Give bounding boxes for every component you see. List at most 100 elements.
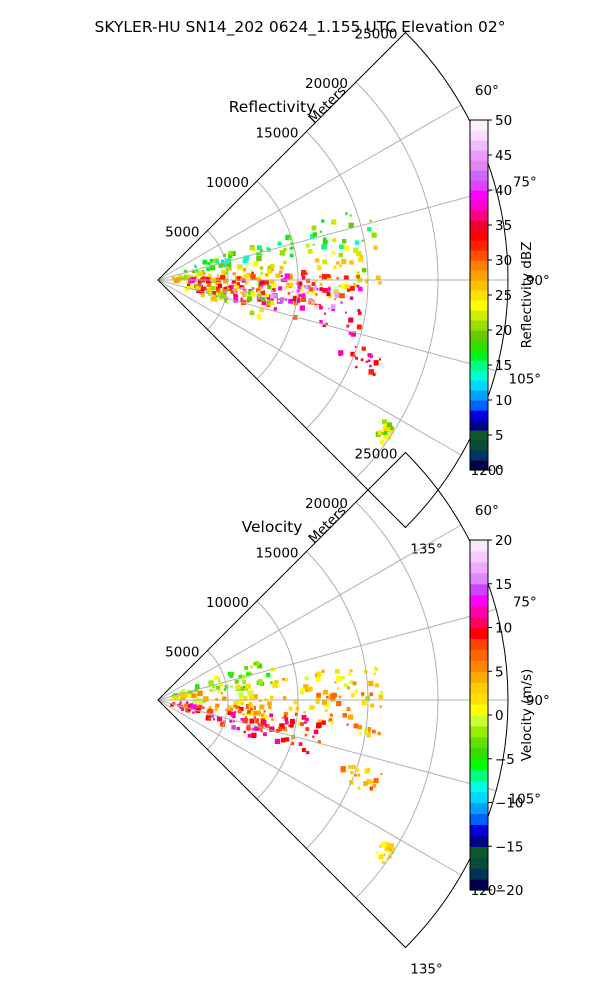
- echo-gate: [266, 300, 271, 305]
- echo-gate: [265, 723, 270, 729]
- echo-gate: [330, 720, 334, 725]
- echo-gate: [391, 848, 396, 852]
- echo-gate: [316, 722, 322, 728]
- azimuth-tick-label: 75°: [513, 595, 537, 611]
- colorbar-tick-label: −20: [495, 883, 524, 899]
- echo-gate: [247, 690, 253, 696]
- echo-gate: [217, 282, 220, 285]
- echo-gate: [378, 854, 383, 859]
- echo-gate: [243, 293, 247, 297]
- echo-gate: [194, 274, 199, 279]
- echo-gate: [349, 260, 354, 265]
- colorbar-tick-label: 25: [495, 288, 512, 304]
- echo-gate: [301, 275, 306, 280]
- echo-gate: [312, 286, 318, 291]
- echo-gate: [180, 696, 183, 699]
- echo-gate: [378, 281, 382, 285]
- echo-gate: [202, 259, 208, 265]
- echo-gate: [230, 251, 236, 257]
- echo-gate: [260, 288, 264, 292]
- echo-gate: [253, 662, 257, 666]
- echo-gate: [350, 351, 356, 357]
- echo-gate: [238, 692, 244, 698]
- echo-gate: [222, 253, 226, 257]
- echo-gate: [282, 696, 287, 700]
- echo-gate: [198, 284, 201, 288]
- echo-gate: [230, 290, 235, 294]
- echo-gate: [233, 720, 236, 723]
- colorbar-segment: [470, 769, 488, 782]
- echo-gate: [220, 275, 226, 281]
- echo-gate: [279, 265, 284, 270]
- echo-gate: [225, 271, 228, 275]
- echo-gate: [230, 671, 235, 676]
- echo-gate: [257, 663, 263, 669]
- echo-gate: [371, 780, 375, 784]
- colorbar-tick-label: 5: [495, 664, 504, 680]
- echo-gate: [230, 685, 233, 689]
- colorbar-segment: [470, 879, 488, 891]
- echo-gate: [311, 282, 316, 286]
- echo-gate: [343, 275, 349, 281]
- colorbar-segment: [470, 583, 488, 596]
- echo-gate: [330, 304, 336, 309]
- colorbar-tick-label: 40: [495, 183, 512, 199]
- echo-gate: [235, 285, 241, 290]
- echo-gate: [240, 297, 243, 300]
- echo-gate: [326, 274, 331, 278]
- echo-gate: [234, 679, 239, 684]
- echo-gate: [304, 719, 308, 724]
- echo-gate: [298, 293, 302, 297]
- azimuth-tick-label: 105°: [509, 791, 542, 807]
- echo-gate: [356, 324, 362, 330]
- echo-gate: [256, 314, 262, 319]
- echo-gate: [307, 686, 313, 692]
- echo-gate: [364, 768, 370, 774]
- echo-gate: [284, 298, 288, 301]
- echo-gate: [291, 295, 297, 301]
- echo-gate: [225, 708, 228, 712]
- echo-gate: [251, 271, 254, 275]
- echo-gate: [280, 274, 283, 278]
- echo-gate: [208, 708, 211, 712]
- echo-gate: [249, 310, 255, 316]
- echo-gate: [272, 682, 278, 689]
- echo-gate: [251, 287, 255, 291]
- echo-gate: [304, 285, 308, 290]
- echo-gate: [290, 246, 294, 250]
- echo-gate: [319, 275, 322, 278]
- echo-gate: [244, 666, 249, 670]
- echo-gate: [301, 748, 306, 752]
- echo-gate: [315, 258, 320, 263]
- echo-gate: [215, 287, 221, 293]
- echo-gate: [271, 718, 274, 721]
- echo-gate: [242, 258, 248, 264]
- range-tick-label: 10000: [206, 175, 249, 191]
- echo-gate: [237, 276, 242, 281]
- echo-gate: [366, 733, 371, 738]
- echo-gate: [215, 260, 220, 264]
- echo-gate: [197, 704, 203, 710]
- echo-gate: [347, 686, 351, 690]
- echo-gate: [339, 244, 344, 249]
- colorbar-segment: [470, 616, 488, 629]
- azimuth-tick-label: 90°: [526, 693, 550, 709]
- azimuth-tick-label: 60°: [475, 503, 499, 519]
- echo-gate: [358, 286, 363, 292]
- echo-gate: [222, 263, 227, 268]
- echo-gate: [283, 260, 287, 265]
- colorbar-segment: [470, 140, 488, 151]
- colorbar-segment: [470, 758, 488, 771]
- echo-field: [171, 212, 394, 445]
- echo-gate: [360, 254, 363, 258]
- echo-gate: [305, 243, 310, 248]
- echo-gate: [243, 267, 247, 271]
- echo-gate: [342, 713, 348, 718]
- echo-gate: [246, 672, 250, 677]
- echo-gate: [299, 690, 304, 695]
- echo-gate: [348, 222, 354, 228]
- echo-gate: [209, 277, 213, 281]
- colorbar-segment: [470, 572, 488, 585]
- echo-gate: [275, 728, 280, 733]
- echo-gate: [216, 716, 223, 722]
